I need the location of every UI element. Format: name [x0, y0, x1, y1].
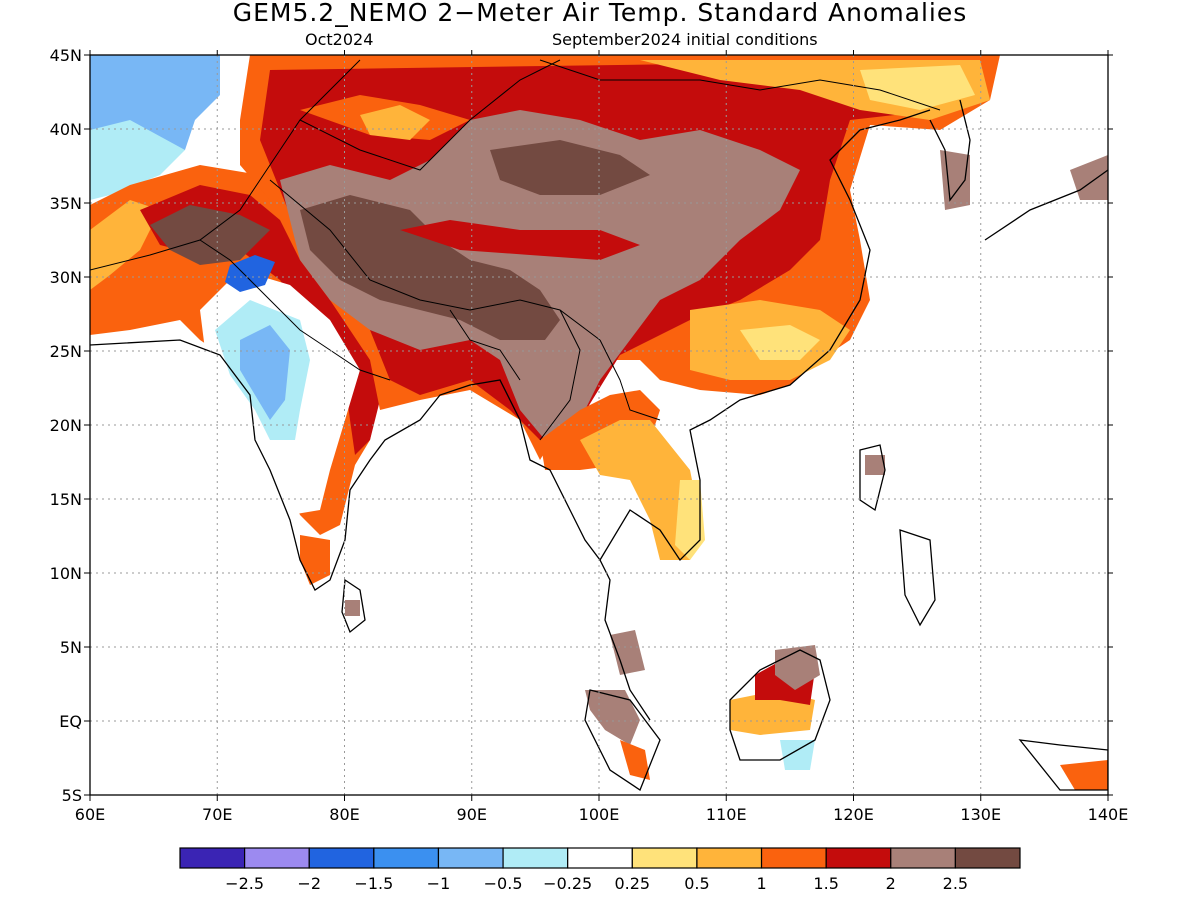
lat-label: 20N [50, 416, 82, 435]
colorbar-swatch [179, 847, 246, 869]
colorbar-labels: −2.5 −2 −1.5 −1 −0.5 −0.25 0.25 0.5 1 1.5 2 2.5 [225, 874, 968, 893]
colorbar-swatch [760, 847, 827, 869]
hot-interior-strip [400, 220, 640, 260]
extreme-anomaly-tibet [300, 195, 560, 340]
lat-label: 35N [50, 194, 82, 213]
lon-label: 120E [833, 805, 874, 824]
slight-warm-ne [860, 65, 975, 110]
slight-warm-vietnam [675, 480, 705, 560]
colorbar-label: −1.5 [354, 874, 393, 893]
lon-label: 80E [329, 805, 359, 824]
colorbar-label: −2 [297, 874, 321, 893]
warm-tip-india [300, 535, 330, 585]
colorbar-label: 1.5 [813, 874, 838, 893]
colorbar-swatch [696, 847, 763, 869]
colorbar-swatch [631, 847, 698, 869]
cool-borneo-south [780, 740, 815, 770]
lat-label: 15N [50, 490, 82, 509]
lon-label: 110E [706, 805, 747, 824]
colorbar-label: 2 [886, 874, 896, 893]
sri-lanka-anomaly [345, 600, 360, 616]
warm-sumatra [620, 740, 650, 780]
lon-label: 130E [960, 805, 1001, 824]
colorbar-label: 2.5 [943, 874, 968, 893]
coastlines [90, 99, 1108, 791]
cold-anomaly-pakistan [225, 255, 275, 292]
colorbar-swatch [244, 847, 310, 869]
lat-label: 30N [50, 268, 82, 287]
lat-label: 40N [50, 120, 82, 139]
colorbar-label: 0.5 [684, 874, 709, 893]
colorbar-swatch [890, 847, 956, 869]
cooler-anomaly-india [240, 325, 290, 420]
extreme-malaya-north [610, 630, 645, 675]
lon-label: 60E [75, 805, 105, 824]
lat-label: 25N [50, 342, 82, 361]
lon-label: 90E [457, 805, 487, 824]
extreme-warm-pakistan [150, 205, 270, 265]
korea-anomaly [940, 150, 970, 210]
moderate-warm-north [360, 105, 430, 140]
lon-label: 140E [1088, 805, 1129, 824]
lat-label: 5S [62, 786, 82, 805]
colorbar-label: 0.25 [614, 874, 650, 893]
japan-anomaly [1070, 155, 1108, 200]
colorbar-swatch [373, 847, 440, 869]
extreme-anomaly-north [490, 140, 650, 195]
moderate-warm-west [90, 200, 160, 290]
axis-ticks [84, 50, 1113, 801]
colorbar-swatch [308, 847, 375, 869]
longitude-labels: 60E 70E 80E 90E 100E 110E 120E 130E 140E [75, 805, 1129, 824]
lat-label: EQ [59, 712, 82, 731]
lat-label: 45N [50, 46, 82, 65]
initial-conditions-label: September2024 initial conditions [552, 30, 818, 49]
colorbar-swatch [825, 847, 892, 869]
colorbar-label: −0.5 [484, 874, 523, 893]
country-borders [90, 59, 941, 441]
lat-label: 5N [60, 638, 82, 657]
colorbar [179, 847, 1021, 869]
gridlines [90, 55, 1108, 795]
colorbar-swatch [954, 847, 1021, 869]
colorbar-swatch [437, 847, 504, 869]
colorbar-label: −2.5 [225, 874, 264, 893]
forecast-month-label: Oct2024 [305, 30, 374, 49]
lat-label: 10N [50, 564, 82, 583]
very-cool-anomaly-nw [90, 120, 185, 200]
very-hot-anomaly-tibet [280, 110, 800, 440]
lon-label: 70E [202, 805, 232, 824]
map-title: GEM5.2_NEMO 2−Meter Air Temp. Standard A… [232, 0, 968, 27]
colorbar-swatch [502, 847, 569, 869]
warm-new-guinea [1060, 760, 1108, 790]
colorbar-label: 1 [756, 874, 766, 893]
colorbar-label: −1 [427, 874, 451, 893]
colorbar-swatch [567, 847, 633, 869]
anomaly-field [90, 55, 1108, 790]
philippines-anomaly [865, 455, 885, 475]
mild-warm-indochina [580, 420, 700, 560]
lon-label: 100E [579, 805, 620, 824]
colorbar-label: −0.25 [543, 874, 592, 893]
latitude-labels: 45N 40N 35N 30N 25N 20N 15N 10N 5N EQ 5S [50, 46, 82, 805]
